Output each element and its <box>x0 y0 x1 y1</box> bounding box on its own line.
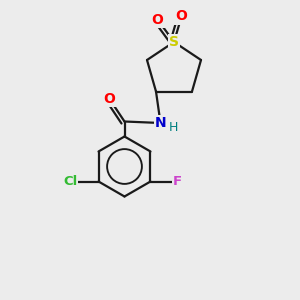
Text: O: O <box>176 10 188 23</box>
Text: O: O <box>152 13 164 26</box>
Text: Cl: Cl <box>63 175 77 188</box>
Text: S: S <box>169 35 179 49</box>
Text: F: F <box>173 175 182 188</box>
Text: O: O <box>103 92 116 106</box>
Text: H: H <box>168 121 178 134</box>
Text: N: N <box>155 116 166 130</box>
